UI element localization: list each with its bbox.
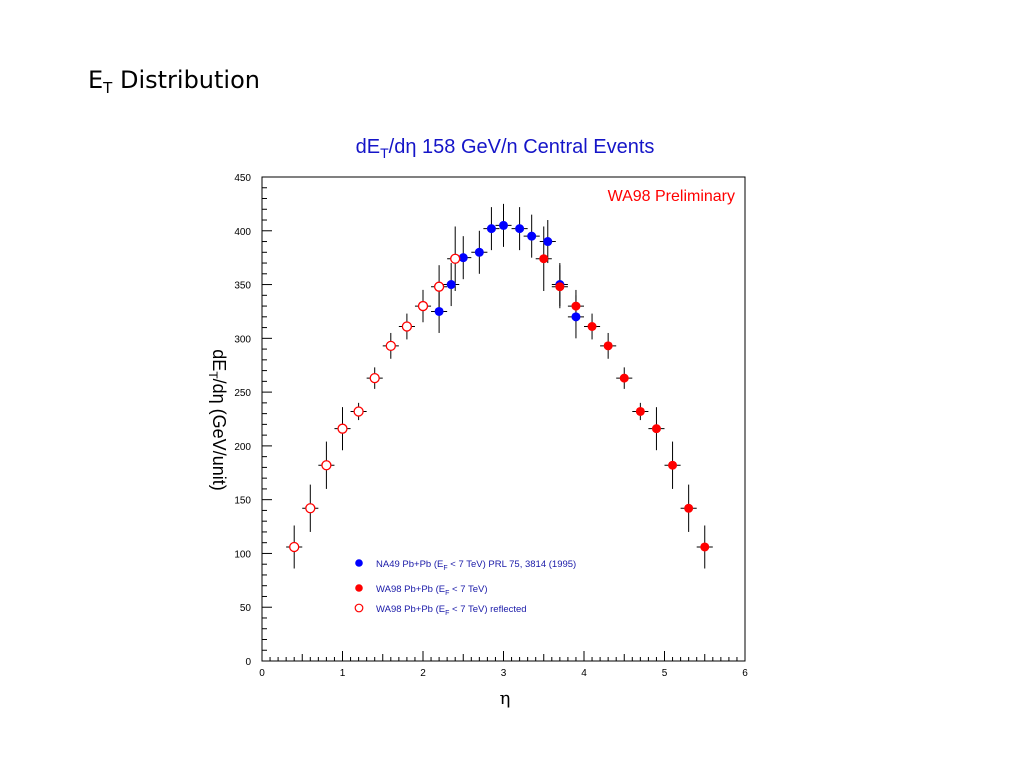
data-point bbox=[321, 460, 332, 471]
slide-title: ET Distribution bbox=[88, 66, 260, 97]
data-point bbox=[668, 460, 678, 470]
data-point bbox=[486, 224, 496, 234]
y-axis-label-post: /dη (GeV/unit) bbox=[209, 379, 229, 491]
chart-title-sub: T bbox=[380, 145, 389, 161]
data-point bbox=[446, 280, 456, 290]
chart-title: dET/dη 158 GeV/n Central Events bbox=[356, 136, 655, 161]
y-axis-label: dET/dη (GeV/unit) bbox=[206, 349, 229, 490]
y-tick-label: 50 bbox=[240, 603, 252, 614]
chart-annotation: WA98 Preliminary bbox=[608, 188, 735, 205]
data-point bbox=[353, 406, 364, 417]
data-point bbox=[527, 231, 537, 241]
data-point bbox=[337, 423, 348, 434]
data-point bbox=[433, 281, 445, 292]
y-tick-label: 200 bbox=[234, 442, 251, 453]
data-point bbox=[539, 254, 549, 264]
x-tick-label: 1 bbox=[340, 668, 346, 679]
data-point bbox=[651, 424, 661, 434]
data-point bbox=[450, 253, 461, 264]
slide-title-subscript: T bbox=[103, 79, 113, 97]
legend-label: WA98 Pb+Pb (EF < 7 TeV) bbox=[376, 584, 488, 597]
data-point bbox=[401, 321, 413, 332]
data-point bbox=[603, 341, 613, 351]
error-bars bbox=[286, 203, 713, 569]
data-point bbox=[305, 503, 316, 514]
y-tick-label: 100 bbox=[234, 549, 251, 560]
y-tick-label: 0 bbox=[245, 657, 251, 668]
data-point bbox=[543, 237, 553, 247]
data-point bbox=[684, 503, 694, 513]
slide-title-rest: Distribution bbox=[112, 66, 260, 94]
y-tick-label: 450 bbox=[234, 173, 251, 184]
legend-marker bbox=[355, 584, 363, 592]
data-point bbox=[635, 406, 645, 416]
data-point bbox=[571, 312, 581, 322]
x-tick-label: 4 bbox=[581, 668, 587, 679]
data-point bbox=[619, 373, 629, 383]
data-point bbox=[417, 300, 429, 312]
data-point bbox=[434, 306, 444, 316]
legend-marker bbox=[354, 603, 364, 613]
axes: 0 1 2 3 4 5 6 0 50 100 150 200 250 300 350 400 450 bbox=[234, 173, 748, 679]
y-tick-label: 350 bbox=[234, 281, 251, 292]
data-point bbox=[499, 220, 508, 230]
slide-title-main: E bbox=[88, 66, 104, 94]
data-point bbox=[474, 247, 484, 257]
data-point bbox=[587, 322, 597, 332]
y-tick-label: 250 bbox=[234, 388, 251, 399]
data-point bbox=[515, 224, 525, 234]
legend-label: NA49 Pb+Pb (EF < 7 TeV) PRL 75, 3814 (19… bbox=[376, 559, 576, 572]
x-tick-label: 5 bbox=[662, 668, 668, 679]
data-point bbox=[385, 340, 396, 352]
chart-title-post: /dη 158 GeV/n Central Events bbox=[389, 136, 655, 158]
data-point bbox=[369, 372, 380, 384]
y-tick-label: 400 bbox=[234, 227, 251, 238]
chart-title-pre: dE bbox=[356, 136, 380, 158]
data-point bbox=[700, 542, 710, 552]
plot-frame bbox=[261, 176, 746, 662]
legend-label: WA98 Pb+Pb (EF < 7 TeV) reflected bbox=[376, 604, 527, 617]
data-point bbox=[571, 301, 581, 311]
data-markers bbox=[289, 220, 710, 553]
x-tick-label: 3 bbox=[501, 668, 507, 679]
x-tick-label: 0 bbox=[259, 668, 265, 679]
y-axis-label-sub: T bbox=[206, 371, 220, 379]
x-tick-label: 2 bbox=[420, 668, 426, 679]
y-axis-label-pre: dE bbox=[209, 349, 229, 371]
y-tick-label: 300 bbox=[234, 334, 251, 345]
y-tick-label: 150 bbox=[234, 496, 251, 507]
legend: NA49 Pb+Pb (EF < 7 TeV) PRL 75, 3814 (19… bbox=[354, 559, 576, 617]
x-tick-label: 6 bbox=[742, 668, 748, 679]
legend-marker bbox=[355, 559, 363, 567]
data-point bbox=[555, 282, 565, 292]
x-axis-label: η bbox=[500, 688, 511, 709]
data-point bbox=[458, 253, 468, 263]
data-point bbox=[289, 541, 300, 553]
